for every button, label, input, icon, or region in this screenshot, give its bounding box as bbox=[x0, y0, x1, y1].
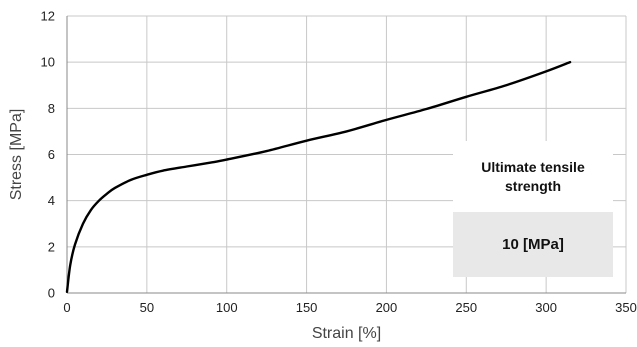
x-tick-label: 150 bbox=[296, 300, 318, 315]
x-tick-label: 200 bbox=[376, 300, 398, 315]
x-tick-label: 0 bbox=[63, 300, 70, 315]
y-tick-label: 12 bbox=[41, 9, 55, 24]
stress-strain-curve bbox=[65, 60, 572, 294]
x-axis-title: Strain [%] bbox=[312, 325, 381, 342]
info-box-title: Ultimate tensile strength bbox=[453, 141, 613, 212]
y-tick-label: 8 bbox=[48, 101, 55, 116]
x-tick-label: 300 bbox=[535, 300, 557, 315]
x-tick-label: 250 bbox=[455, 300, 477, 315]
y-axis-title: Stress [MPa] bbox=[8, 109, 25, 201]
y-tick-label: 6 bbox=[48, 147, 55, 162]
tick-labels: 0 50 100 150 200 250 300 350 0 2 4 6 8 10 12 bbox=[41, 9, 637, 316]
x-tick-label: 100 bbox=[216, 300, 238, 315]
y-tick-label: 0 bbox=[48, 286, 55, 301]
ultimate-tensile-strength-box: Ultimate tensile strength 10 [MPa] bbox=[453, 141, 613, 277]
y-tick-label: 2 bbox=[48, 239, 55, 254]
axes bbox=[66, 16, 626, 294]
y-tick-label: 10 bbox=[41, 55, 55, 70]
y-tick-label: 4 bbox=[48, 193, 55, 208]
x-tick-label: 50 bbox=[140, 300, 154, 315]
info-box-value: 10 [MPa] bbox=[453, 212, 613, 277]
series-layer bbox=[65, 60, 572, 294]
x-tick-label: 350 bbox=[615, 300, 637, 315]
